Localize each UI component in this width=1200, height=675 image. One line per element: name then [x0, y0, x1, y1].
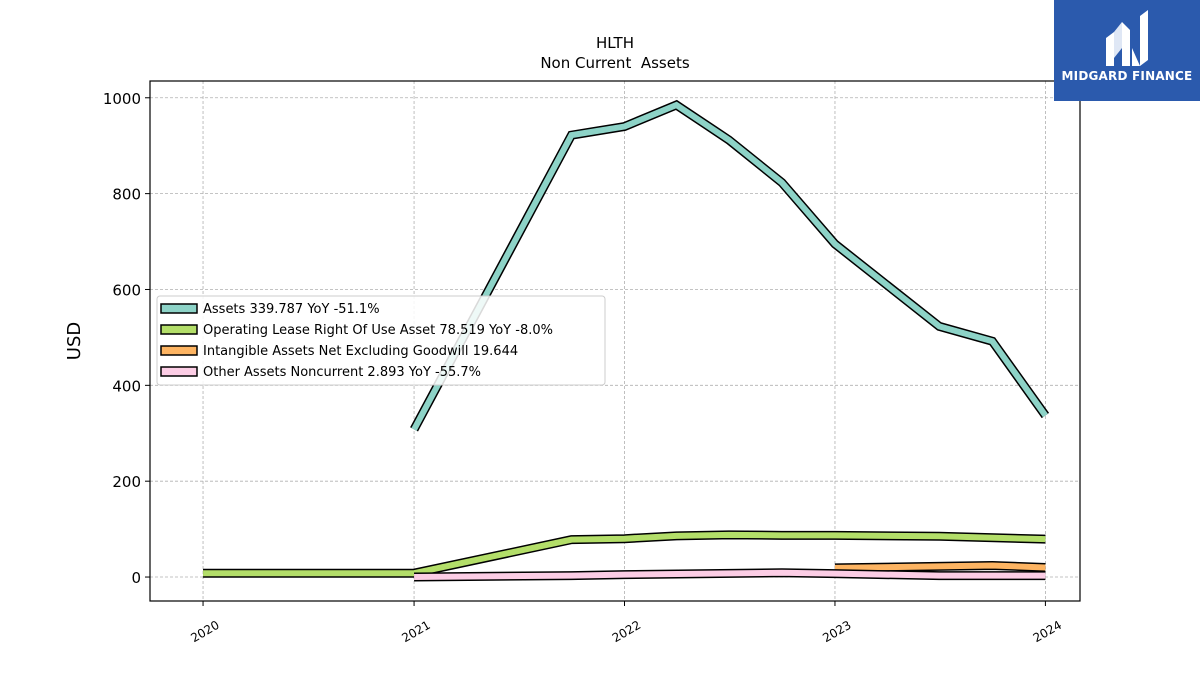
- plot-frame: [149, 80, 1081, 602]
- x-tick-label: 2021: [399, 618, 432, 645]
- x-tick-label: 2023: [820, 618, 853, 645]
- series-layer: [203, 99, 1050, 582]
- y-tick-label: 200: [112, 473, 141, 491]
- legend-box: [156, 295, 606, 386]
- series-line: [203, 531, 1046, 577]
- legend-label: Intangible Assets Net Excluding Goodwill…: [203, 344, 518, 359]
- x-tick-label: 2022: [610, 618, 643, 645]
- legend-item: Other Assets Noncurrent 2.893 YoY -55.7%: [160, 365, 481, 380]
- y-tick-label: 0: [131, 569, 141, 587]
- legend-label: Operating Lease Right Of Use Asset 78.51…: [203, 323, 553, 338]
- y-tick-label: 600: [112, 281, 141, 299]
- chart-title: HLTH: [596, 34, 634, 52]
- series-line: [834, 562, 1046, 571]
- series-1: [410, 99, 1050, 432]
- x-tick-label: 2024: [1031, 618, 1064, 645]
- legend-item: Intangible Assets Net Excluding Goodwill…: [160, 344, 518, 359]
- y-tick-label: 800: [112, 186, 141, 204]
- y-axis-label: USD: [64, 322, 85, 360]
- series-3: [834, 561, 1046, 573]
- y-tick-label: 400: [112, 377, 141, 395]
- series-4: [414, 568, 1046, 582]
- legend-swatch: [160, 345, 198, 356]
- series-line: [411, 101, 1048, 431]
- legend-label: Assets 339.787 YoY -51.1%: [203, 302, 380, 317]
- chart-subtitle: Non Current Assets: [540, 54, 690, 72]
- legend: Assets 339.787 YoY -51.1% Operating Lease…: [156, 295, 606, 386]
- brand-logo: MIDGARD FINANCE: [1054, 0, 1200, 101]
- brand-name: MIDGARD FINANCE: [1061, 69, 1193, 83]
- y-tick-label: 1000: [103, 90, 141, 108]
- legend-swatch: [160, 303, 198, 314]
- legend-item: Assets 339.787 YoY -51.1%: [160, 302, 380, 317]
- legend-item: Operating Lease Right Of Use Asset 78.51…: [160, 323, 553, 338]
- midgard-logo-icon: [1106, 10, 1148, 66]
- x-tick-label: 2020: [188, 618, 221, 645]
- series-2: [203, 530, 1046, 578]
- legend-label: Other Assets Noncurrent 2.893 YoY -55.7%: [203, 365, 481, 380]
- legend-swatch: [160, 324, 198, 335]
- legend-swatch: [160, 366, 198, 377]
